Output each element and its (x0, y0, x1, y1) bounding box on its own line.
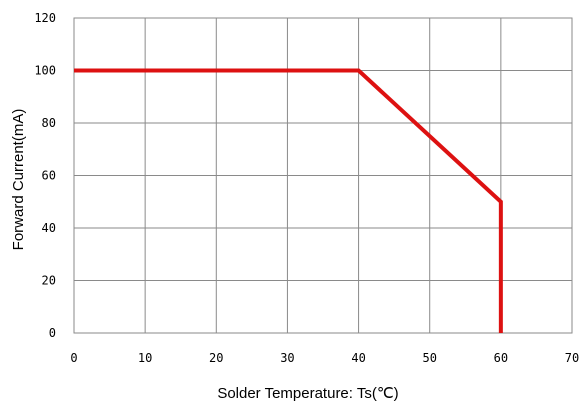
x-tick-label: 40 (351, 351, 365, 365)
x-tick-label: 10 (138, 351, 152, 365)
x-tick-labels: 0 10 20 30 40 50 60 70 (70, 351, 579, 365)
y-tick-label: 80 (42, 116, 56, 130)
x-tick-label: 50 (422, 351, 436, 365)
x-tick-label: 20 (209, 351, 223, 365)
plot-area-frame (73, 17, 573, 334)
x-tick-label: 0 (70, 351, 77, 365)
y-tick-label: 0 (49, 326, 56, 340)
x-axis-title: Solder Temperature: Ts(℃) (217, 385, 398, 402)
y-tick-label: 120 (34, 11, 56, 25)
y-tick-label: 60 (42, 169, 56, 183)
y-axis-title: Forward Current(mA) (10, 109, 27, 251)
y-tick-label: 100 (34, 64, 56, 78)
series-line (74, 68, 503, 333)
x-tick-label: 30 (280, 351, 294, 365)
y-tick-label: 40 (42, 221, 56, 235)
series-layer (74, 68, 503, 333)
y-tick-labels: 0 20 40 60 80 100 120 (34, 11, 56, 340)
x-tick-label: 70 (565, 351, 579, 365)
y-tick-label: 20 (42, 274, 56, 288)
x-tick-label: 60 (494, 351, 508, 365)
